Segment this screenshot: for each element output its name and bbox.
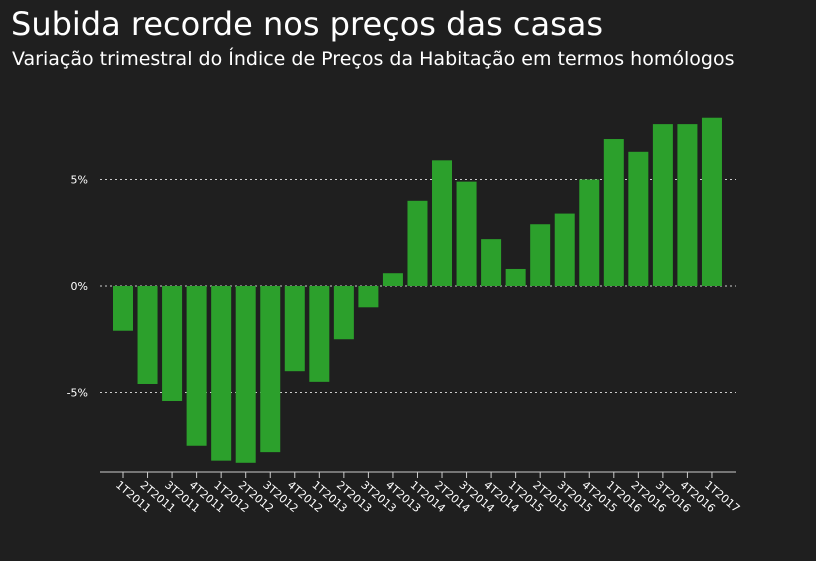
bar: [309, 286, 330, 382]
bar: [432, 160, 453, 286]
bar: [505, 268, 526, 286]
bar: [407, 200, 428, 286]
bar: [628, 151, 649, 286]
bar: [235, 286, 256, 463]
chart-title: Subida recorde nos preços das casas: [11, 5, 604, 43]
bar: [162, 286, 183, 402]
bar: [652, 124, 673, 287]
bar: [456, 181, 477, 286]
bar: [358, 286, 379, 308]
bar: [530, 224, 551, 286]
bar: [603, 139, 624, 286]
bar: [333, 286, 354, 340]
bar: [260, 286, 281, 453]
bar: [211, 286, 232, 461]
y-tick-label: 0%: [71, 280, 88, 293]
bar: [382, 273, 403, 286]
bar: [579, 179, 600, 286]
bar: [137, 286, 158, 384]
bar: [186, 286, 207, 446]
bar: [701, 117, 722, 286]
bar: [677, 124, 698, 287]
chart-subtitle: Variação trimestral do Índice de Preços …: [12, 48, 735, 70]
bar: [113, 286, 133, 331]
bar: [481, 239, 502, 286]
bar: [284, 286, 305, 372]
y-tick-label: 5%: [71, 174, 88, 187]
bar: [554, 213, 575, 286]
y-tick-label: -5%: [67, 387, 88, 400]
